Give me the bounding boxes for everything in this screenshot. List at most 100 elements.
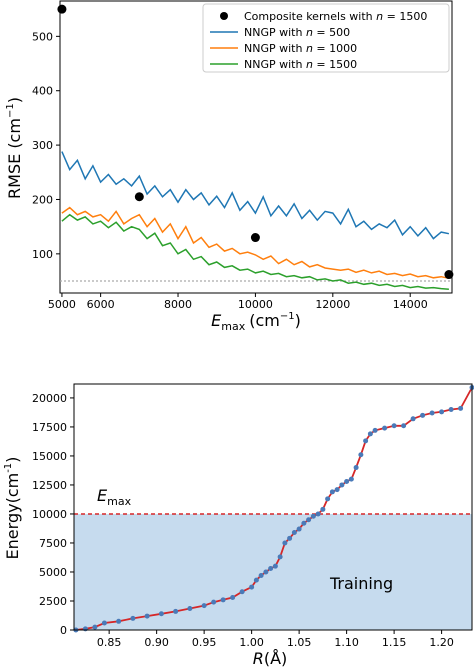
energy-point — [239, 589, 245, 595]
energy-point — [301, 520, 307, 526]
energy-point — [230, 595, 236, 601]
energy-point — [82, 626, 88, 632]
composite-point — [250, 233, 260, 243]
energy-point — [310, 513, 316, 519]
legend-entry-label: NNGP with n = 1500 — [244, 58, 357, 71]
emax-label: Emax — [97, 486, 132, 508]
rmse-x-ticks: 5000 6000 8000 10000 12000 14000 — [48, 293, 428, 311]
rmse-x-axis-label: Emax (cm−1) — [211, 311, 301, 333]
energy-x-tick-label: 0.90 — [144, 636, 169, 649]
energy-point — [306, 517, 312, 523]
training-label: Training — [329, 574, 393, 593]
energy-y-tick-label: 12500 — [32, 479, 67, 492]
energy-x-tick-label: 1.00 — [239, 636, 264, 649]
energy-point — [339, 482, 345, 488]
energy-chart: 0.85 0.90 0.95 1.00 1.05 1.10 1.15 1.20 0 2500 50… — [3, 383, 474, 668]
energy-x-tick-label: 1.05 — [287, 636, 312, 649]
rmse-y-tick-label: 400 — [32, 85, 53, 98]
rmse-y-tick-label: 100 — [32, 248, 53, 261]
rmse-x-tick-label: 10000 — [238, 298, 273, 311]
energy-point — [291, 530, 297, 536]
legend-frame — [202, 3, 450, 73]
energy-point — [263, 569, 269, 575]
rmse-chart: 5000 6000 8000 10000 12000 14000 100 200 300 400… — [5, 0, 454, 333]
energy-point — [353, 465, 359, 471]
energy-y-tick-label: 17500 — [32, 421, 67, 434]
energy-y-tick-label: 7500 — [39, 537, 67, 550]
energy-point — [372, 427, 378, 433]
rmse-composite-points — [57, 4, 454, 280]
energy-point — [429, 410, 435, 416]
energy-curve-line — [75, 387, 473, 631]
energy-point — [329, 489, 335, 495]
energy-point — [277, 554, 283, 560]
rmse-series-line-0 — [61, 151, 450, 240]
energy-x-tick-label: 0.95 — [192, 636, 217, 649]
energy-point — [382, 425, 388, 431]
energy-point — [253, 577, 259, 583]
energy-point — [282, 540, 288, 546]
energy-point — [439, 409, 445, 415]
energy-point — [448, 407, 454, 413]
energy-y-axis-label: Energy(cm-1) — [3, 457, 22, 560]
energy-point — [363, 438, 369, 444]
energy-point — [410, 416, 416, 422]
energy-point — [348, 476, 354, 482]
energy-x-tick-label: 1.20 — [429, 636, 454, 649]
composite-point — [134, 192, 144, 202]
energy-y-tick-label: 2500 — [39, 595, 67, 608]
rmse-y-tick-label: 200 — [32, 193, 53, 206]
energy-point — [296, 526, 302, 532]
energy-x-tick-label: 1.15 — [382, 636, 407, 649]
energy-point — [201, 603, 207, 609]
rmse-y-tick-label: 500 — [32, 30, 53, 43]
rmse-x-tick-label: 14000 — [393, 298, 428, 311]
energy-point — [144, 613, 150, 619]
energy-point — [268, 566, 274, 571]
training-region — [74, 513, 472, 630]
legend-entry-label: NNGP with n = 500 — [244, 26, 350, 39]
energy-point — [367, 431, 373, 437]
legend-marker-dot — [220, 12, 228, 20]
energy-point — [130, 615, 136, 621]
energy-point — [315, 511, 321, 517]
energy-point — [101, 620, 107, 626]
energy-point — [249, 584, 255, 590]
rmse-x-tick-label: 5000 — [48, 298, 76, 311]
energy-x-tick-label: 1.10 — [334, 636, 359, 649]
energy-point — [401, 423, 407, 429]
energy-point — [320, 506, 326, 512]
energy-point — [334, 487, 340, 493]
energy-point — [420, 412, 426, 418]
energy-series — [73, 384, 474, 633]
rmse-x-tick-label: 8000 — [164, 298, 192, 311]
energy-point — [391, 423, 397, 429]
energy-point — [458, 405, 464, 411]
legend-entry-label: NNGP with n = 1000 — [244, 42, 357, 55]
energy-x-tick-label: 0.85 — [97, 636, 122, 649]
energy-point — [258, 572, 264, 578]
energy-x-ticks: 0.85 0.90 0.95 1.00 1.05 1.10 1.15 1.20 — [97, 630, 454, 649]
rmse-series-line-2 — [61, 213, 449, 290]
rmse-x-tick-label: 12000 — [315, 298, 350, 311]
composite-point — [444, 270, 454, 280]
rmse-plot-frame — [59, 0, 453, 294]
energy-point — [211, 599, 217, 605]
composite-point — [57, 4, 67, 14]
energy-point — [358, 452, 364, 458]
energy-point — [344, 478, 350, 484]
energy-point — [287, 535, 293, 541]
energy-point — [220, 597, 226, 603]
energy-y-tick-label: 5000 — [39, 566, 67, 579]
rmse-series — [61, 151, 450, 290]
rmse-y-axis-label: RMSE (cm−1) — [5, 97, 24, 199]
rmse-y-ticks: 100 200 300 400 500 — [32, 30, 60, 261]
rmse-x-tick-label: 6000 — [87, 298, 115, 311]
energy-point — [325, 496, 331, 502]
energy-point — [173, 608, 179, 614]
energy-point — [92, 624, 98, 630]
energy-y-tick-label: 20000 — [32, 392, 67, 405]
energy-point — [272, 563, 278, 569]
energy-y-tick-label: 10000 — [32, 508, 67, 521]
